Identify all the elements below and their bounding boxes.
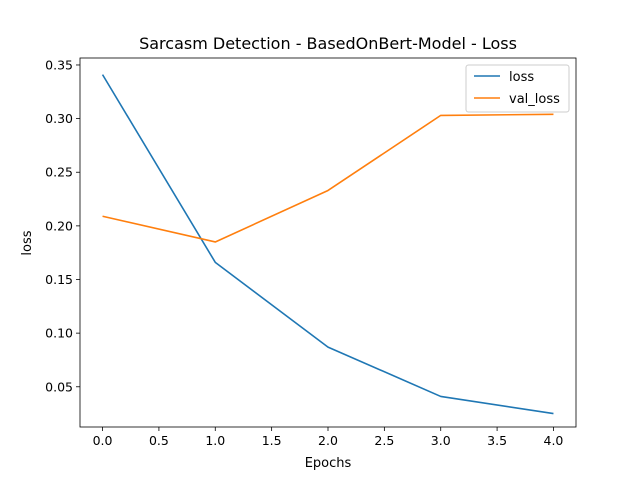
y-tick-label: 0.25	[45, 165, 73, 180]
x-axis-label: Epochs	[305, 456, 352, 471]
y-tick-label: 0.30	[45, 111, 73, 126]
x-tick-label: 3.0	[431, 433, 451, 448]
x-tick-label: 4.0	[544, 433, 564, 448]
x-tick-label: 1.0	[205, 433, 225, 448]
x-tick-label: 0.5	[149, 433, 169, 448]
chart-title: Sarcasm Detection - BasedOnBert-Model - …	[139, 34, 517, 53]
x-tick-label: 2.5	[374, 433, 394, 448]
y-tick-label: 0.20	[45, 218, 73, 233]
y-tick-label: 0.15	[45, 272, 73, 287]
x-tick-label: 0.0	[93, 433, 113, 448]
legend-label-loss: loss	[509, 70, 534, 85]
plot-area: 0.0 0.5 1.0 1.5 2.0 2.5 3.0 3.5 4.0 0.05 0.10 0.15 0…	[45, 57, 577, 448]
series-line-loss	[101, 74, 554, 415]
x-tick-label: 3.5	[487, 433, 507, 448]
series-line-val-loss	[102, 113, 554, 243]
legend-label-val-loss: val_loss	[509, 92, 560, 107]
x-tick-label: 1.5	[262, 433, 282, 448]
y-tick-label: 0.35	[45, 57, 73, 72]
x-tick-label: 2.0	[318, 433, 338, 448]
y-axis-label: loss	[20, 230, 35, 255]
y-tick-label: 0.10	[45, 326, 73, 341]
y-tick-label: 0.05	[45, 379, 73, 394]
plot-frame	[79, 57, 577, 428]
